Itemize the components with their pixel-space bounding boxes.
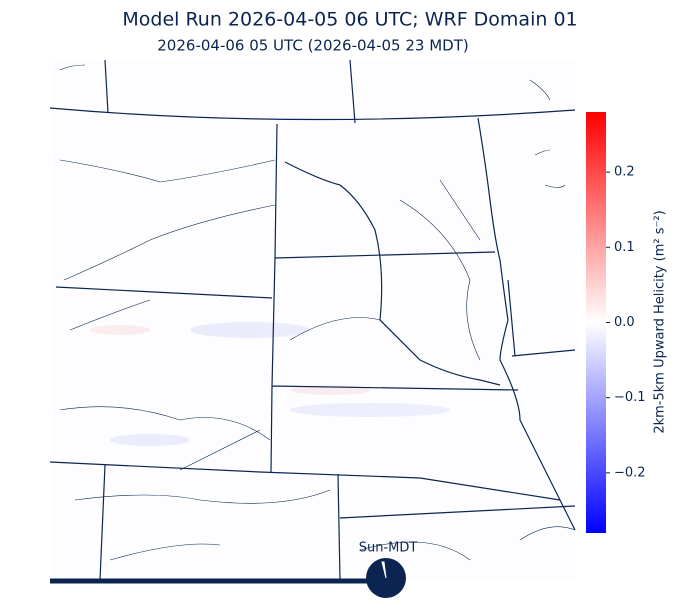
colorbar-tick-label: 0.1: [614, 240, 635, 255]
map: [49, 59, 576, 581]
colorbar-tick-label: 0.2: [614, 165, 635, 180]
clock-hand: [381, 561, 387, 579]
colorbar-tick-label: 0.0: [614, 315, 635, 330]
colorbar-tick-label: −0.1: [614, 390, 646, 405]
title: Model Run 2026-04-05 06 UTC; WRF Domain …: [122, 9, 577, 31]
timeline-label: Sun-MDT: [359, 541, 418, 556]
colorbar-label: 2km-5km Upward Helicity (m² s⁻²): [653, 210, 668, 433]
colorbar-tick-label: −0.2: [614, 465, 646, 480]
colorbar: [586, 112, 606, 533]
subtitle: 2026-04-06 05 UTC (2026-04-05 23 MDT): [157, 37, 468, 55]
